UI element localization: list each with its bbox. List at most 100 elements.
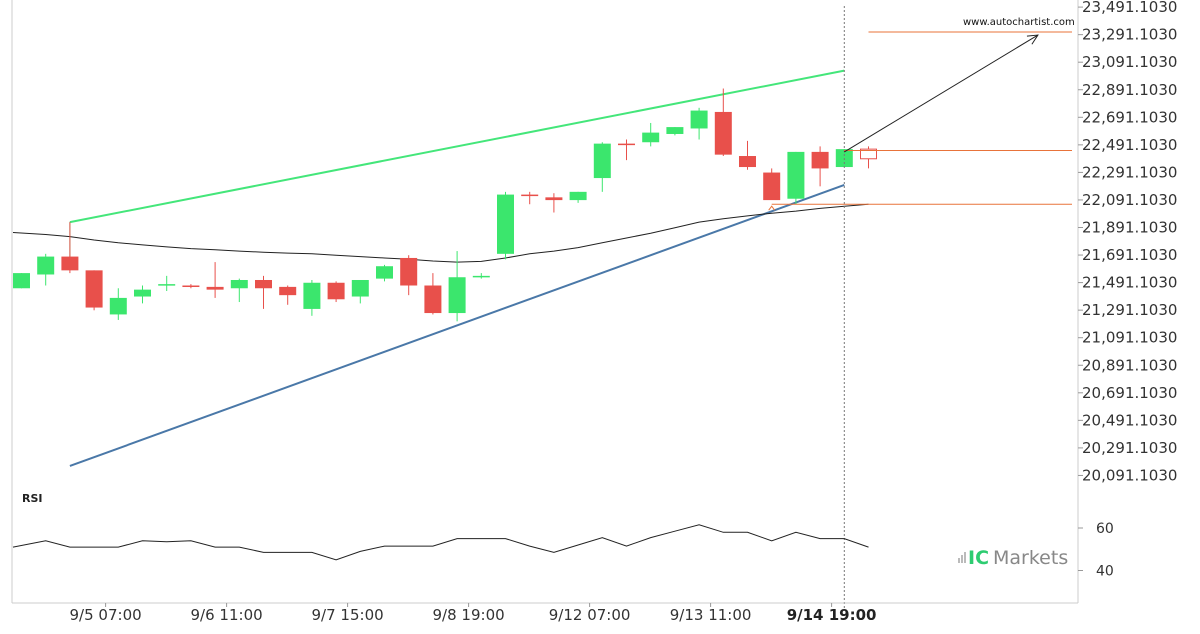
- candle: [787, 151, 805, 205]
- candle: [424, 273, 442, 315]
- candle: [85, 270, 103, 311]
- candle: [109, 288, 127, 320]
- candle: [545, 193, 563, 213]
- price-tick-label: 20,091.1030: [1082, 466, 1177, 484]
- candle: [811, 146, 829, 187]
- brand-logo: IC Markets: [958, 547, 1068, 569]
- candle-body: [85, 270, 103, 308]
- candle: [230, 278, 248, 303]
- candles-layer: [13, 88, 877, 322]
- price-tick-label: 23,091.1030: [1082, 53, 1177, 71]
- candle-body: [521, 194, 539, 197]
- candle-body: [303, 282, 321, 309]
- candle: [303, 279, 321, 316]
- candle-body: [424, 285, 442, 314]
- candle: [763, 168, 781, 201]
- price-tick-label: 22,491.1030: [1082, 136, 1177, 154]
- candle: [593, 142, 611, 192]
- brand-prefix: IC: [968, 547, 989, 569]
- price-tick-label: 22,291.1030: [1082, 163, 1177, 181]
- candle: [642, 122, 660, 147]
- rsi-layer: [12, 524, 869, 561]
- candle: [327, 281, 345, 303]
- price-tick-label: 20,891.1030: [1082, 356, 1177, 374]
- candle: [569, 191, 587, 203]
- candle: [61, 222, 79, 274]
- moving-average-layer: [12, 203, 869, 263]
- candle-body: [642, 132, 660, 143]
- candle-body: [545, 197, 563, 201]
- candle-body: [714, 111, 732, 155]
- candle: [860, 146, 877, 169]
- candle-body: [811, 151, 829, 169]
- x-tick-label: 9/6 11:00: [191, 606, 263, 624]
- candle-body: [376, 266, 393, 279]
- candle-body: [666, 127, 684, 134]
- candle: [351, 279, 369, 304]
- candle: [690, 107, 708, 140]
- candle: [448, 251, 466, 322]
- candle-body: [182, 285, 200, 288]
- candle: [182, 284, 200, 289]
- x-tick-label: 9/8 19:00: [433, 606, 505, 624]
- candle: [206, 262, 224, 298]
- price-tick-label: 23,291.1030: [1082, 26, 1177, 44]
- candle: [497, 191, 514, 260]
- candle-body: [787, 151, 805, 199]
- price-tick-label: 22,691.1030: [1082, 108, 1177, 126]
- x-tick-label: 9/14 19:00: [787, 606, 877, 624]
- support-caret-icon: [768, 205, 776, 211]
- rsi-tick-label: 40: [1096, 564, 1114, 580]
- forecast-arrow-line: [844, 34, 1039, 153]
- candle: [134, 285, 151, 304]
- candle-body: [351, 279, 369, 297]
- brand-bars-icon: [958, 552, 966, 563]
- candle: [279, 285, 297, 305]
- axes-layer: 23,491.1030 23,291.1030 23,091.1030 22,891.…: [11, 0, 1177, 624]
- candle-body: [739, 156, 756, 168]
- price-tick-label: 20,491.1030: [1082, 411, 1177, 429]
- lower-trend-line: [69, 184, 845, 467]
- candle: [618, 139, 635, 161]
- candle: [13, 273, 30, 289]
- candle-body: [230, 279, 248, 289]
- candle-body: [618, 143, 635, 146]
- candle-body: [497, 194, 514, 254]
- candle: [666, 127, 684, 136]
- candle-body: [400, 257, 418, 286]
- overlay-layer: [768, 6, 1072, 609]
- candle-body: [763, 172, 781, 201]
- rsi-line: [12, 524, 869, 561]
- candle-body: [279, 286, 297, 296]
- candle: [714, 88, 732, 157]
- watermark-text: www.autochartist.com: [963, 17, 1075, 28]
- candle-body: [448, 277, 466, 314]
- brand-suffix: Markets: [993, 547, 1068, 569]
- price-tick-label: 21,091.1030: [1082, 329, 1177, 347]
- price-tick-label: 21,691.1030: [1082, 246, 1177, 264]
- candle-body: [13, 273, 30, 289]
- forecast-arrowhead-icon: [1026, 34, 1039, 45]
- candle-body: [569, 191, 587, 201]
- candle-body: [593, 143, 611, 179]
- candle-body: [860, 148, 877, 160]
- candle: [521, 191, 539, 205]
- candle-body: [109, 297, 127, 315]
- price-tick-label: 23,491.1030: [1082, 0, 1177, 16]
- price-tick-label: 22,091.1030: [1082, 191, 1177, 209]
- candle: [376, 264, 393, 282]
- candle: [400, 255, 418, 296]
- x-tick-label: 9/13 11:00: [670, 606, 752, 624]
- candle-body: [690, 110, 708, 129]
- candle-body: [472, 275, 490, 278]
- upper-trend-line: [69, 69, 845, 224]
- price-tick-label: 22,891.1030: [1082, 81, 1177, 99]
- candle: [739, 140, 756, 170]
- candle: [37, 253, 55, 286]
- price-tick-label: 21,491.1030: [1082, 274, 1177, 292]
- moving-average-line: [12, 203, 869, 263]
- candle: [158, 275, 176, 292]
- rsi-tick-label: 60: [1096, 521, 1114, 537]
